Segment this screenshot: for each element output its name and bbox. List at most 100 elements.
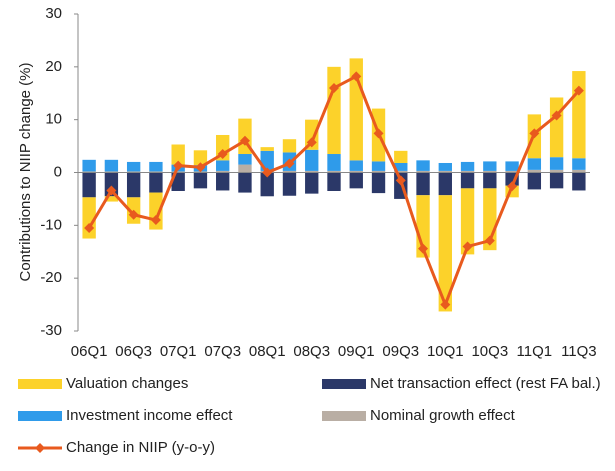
bar xyxy=(260,172,274,197)
bar xyxy=(282,139,297,153)
bar xyxy=(349,172,363,189)
x-tick-label: 10Q1 xyxy=(427,343,464,360)
bar xyxy=(483,172,497,189)
bar xyxy=(416,172,430,196)
bar xyxy=(572,169,586,173)
bar xyxy=(438,170,452,173)
x-tick-label: 08Q3 xyxy=(293,343,330,360)
y-tick-label: 10 xyxy=(45,111,62,128)
line-marker xyxy=(484,235,495,246)
bar xyxy=(371,170,386,173)
bar xyxy=(572,71,586,159)
bar xyxy=(82,171,96,173)
y-tick-label: -20 xyxy=(40,269,62,286)
bar xyxy=(371,161,386,171)
bar xyxy=(216,170,230,173)
x-tick-label: 09Q1 xyxy=(338,343,375,360)
x-tick-label: 09Q3 xyxy=(382,343,419,360)
line-marker xyxy=(551,110,562,121)
x-tick-label: 10Q3 xyxy=(471,343,508,360)
x-tick-label: 08Q1 xyxy=(249,343,286,360)
bar xyxy=(104,171,119,173)
bar xyxy=(416,170,430,173)
bar xyxy=(327,66,341,155)
line-marker xyxy=(351,71,362,82)
line-marker xyxy=(239,135,250,146)
legend-swatch xyxy=(322,411,366,421)
bar xyxy=(305,172,319,194)
bar xyxy=(460,172,475,189)
line-marker xyxy=(106,185,117,196)
bar xyxy=(438,172,452,196)
bar xyxy=(305,170,319,173)
bar xyxy=(349,160,363,171)
bar xyxy=(282,172,297,196)
x-tick-label: 06Q3 xyxy=(115,343,152,360)
y-tick-label: 20 xyxy=(45,58,62,75)
bar xyxy=(394,162,408,171)
line-marker xyxy=(529,128,540,139)
bar xyxy=(460,161,475,171)
bar xyxy=(416,160,430,171)
bar xyxy=(572,172,586,191)
bar xyxy=(282,170,297,173)
line-marker xyxy=(173,160,184,171)
y-tick-label: 0 xyxy=(54,163,62,180)
bar xyxy=(438,195,452,312)
line-marker xyxy=(262,167,273,178)
line-marker xyxy=(195,162,206,173)
line-marker xyxy=(373,128,384,139)
bar xyxy=(193,172,208,189)
bar xyxy=(82,172,96,198)
y-tick-label: -30 xyxy=(40,322,62,339)
bar xyxy=(483,161,497,171)
bar xyxy=(527,169,542,173)
line-marker xyxy=(329,82,339,93)
line-marker xyxy=(128,209,139,220)
bar xyxy=(394,170,408,173)
legend-swatch xyxy=(18,411,62,421)
y-tick-label: -10 xyxy=(40,216,62,233)
line-marker xyxy=(306,137,317,148)
bar xyxy=(483,170,497,173)
bar xyxy=(104,196,119,202)
bar xyxy=(126,172,141,198)
legend-label: Nominal growth effect xyxy=(370,407,516,424)
bar xyxy=(216,160,230,171)
y-tick-label: 30 xyxy=(45,5,62,22)
legend-swatch xyxy=(18,379,62,389)
bar xyxy=(549,172,564,189)
x-tick-label: 11Q3 xyxy=(561,343,597,360)
bar xyxy=(327,154,341,171)
legend-label: Investment income effect xyxy=(66,407,233,424)
bar xyxy=(549,97,564,158)
bar xyxy=(327,170,341,173)
bar xyxy=(327,172,341,191)
line-marker xyxy=(462,241,473,252)
bar xyxy=(149,171,163,173)
line-marker xyxy=(84,222,95,233)
x-tick-label: 07Q3 xyxy=(204,343,241,360)
bar xyxy=(238,172,252,193)
bar xyxy=(149,161,163,172)
y-axis-label: Contributions to NIIP change (%) xyxy=(17,62,34,281)
bar xyxy=(171,171,185,173)
bar xyxy=(460,188,475,255)
bar xyxy=(82,159,96,172)
bar xyxy=(349,170,363,173)
bar xyxy=(126,171,141,173)
bar xyxy=(260,147,274,151)
bar xyxy=(394,150,408,163)
line-marker xyxy=(418,243,429,254)
bar xyxy=(549,169,564,173)
line-marker xyxy=(440,299,451,310)
line-marker xyxy=(150,215,161,226)
legend-label: Change in NIIP (y-o-y) xyxy=(66,439,215,456)
bar xyxy=(505,185,519,198)
x-tick-label: 06Q1 xyxy=(71,343,108,360)
x-tick-label: 11Q1 xyxy=(517,343,553,360)
legend-label: Net transaction effect (rest FA bal.) xyxy=(370,375,601,392)
bar xyxy=(104,159,119,172)
bar xyxy=(460,170,475,173)
legend-swatch xyxy=(322,379,366,389)
